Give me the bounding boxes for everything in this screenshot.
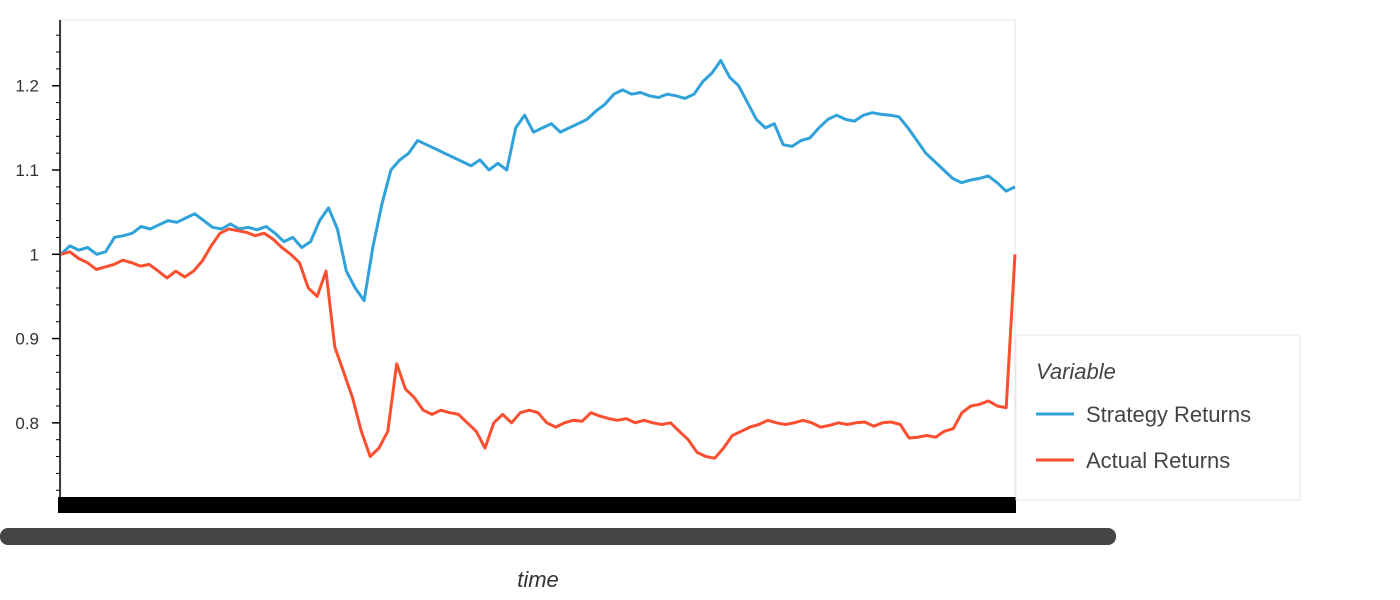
range-scrollbar[interactable] xyxy=(0,528,1116,545)
plot-frame xyxy=(60,19,1016,499)
legend: Variable Strategy Returns Actual Returns xyxy=(1015,334,1301,501)
legend-label-strategy-returns: Strategy Returns xyxy=(1086,402,1251,427)
series-layer xyxy=(59,59,1017,460)
series-line-strategy-returns xyxy=(59,59,1016,303)
series-line-actual-returns xyxy=(60,227,1017,460)
x-axis-tick-band xyxy=(58,497,1016,513)
y-tick-label: 1.2 xyxy=(15,77,39,96)
y-tick-label: 1.1 xyxy=(15,161,39,180)
x-axis-title: time xyxy=(517,567,559,592)
y-tick-label: 1 xyxy=(30,245,39,264)
legend-item-actual-returns[interactable]: Actual Returns xyxy=(1036,448,1230,473)
legend-box xyxy=(1015,334,1301,501)
legend-item-strategy-returns[interactable]: Strategy Returns xyxy=(1036,402,1251,427)
legend-label-actual-returns: Actual Returns xyxy=(1086,448,1230,473)
legend-title: Variable xyxy=(1036,359,1116,384)
y-tick-label: 0.8 xyxy=(15,414,39,433)
y-tick-label: 0.9 xyxy=(15,330,39,349)
y-axis: 0.8 0.9 1 1.1 1.2 xyxy=(15,20,61,497)
